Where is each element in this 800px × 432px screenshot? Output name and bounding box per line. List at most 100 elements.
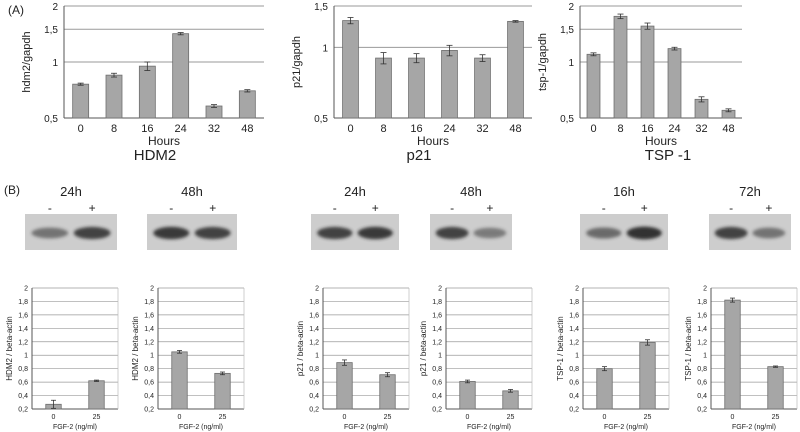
y-tick-label: 0,6 bbox=[432, 380, 442, 387]
y-tick-label: 1,4 bbox=[144, 326, 154, 333]
x-tick-label: 0 bbox=[590, 123, 596, 135]
y-tick-label: 0,5 bbox=[44, 114, 58, 125]
blot-band bbox=[194, 226, 231, 240]
y-tick-label: 0,2 bbox=[432, 407, 442, 414]
blot-time-label: 24h bbox=[344, 184, 366, 199]
x-axis-label: FGF-2 (ng/ml) bbox=[604, 424, 648, 431]
y-tick-label: 1,4 bbox=[432, 326, 442, 333]
y-tick-label: 1 bbox=[322, 43, 328, 54]
bar bbox=[640, 25, 655, 119]
y-tick-label: 1,4 bbox=[697, 326, 707, 333]
y-tick-label: 2 bbox=[52, 2, 58, 13]
y-axis-label: hdm2/gapdh bbox=[21, 31, 33, 92]
y-tick-label: 2 bbox=[150, 286, 154, 293]
y-tick-label: 0,6 bbox=[144, 380, 154, 387]
plus-label: + bbox=[765, 201, 772, 215]
x-tick-label: 25 bbox=[219, 414, 227, 421]
bar bbox=[586, 53, 601, 119]
x-tick-label: 16 bbox=[141, 123, 153, 135]
y-tick-label: 1 bbox=[568, 58, 574, 69]
y-tick-label: 2 bbox=[575, 286, 579, 293]
y-tick-label: 0,6 bbox=[697, 380, 707, 387]
y-tick-label: 1,6 bbox=[569, 312, 579, 319]
bar bbox=[667, 48, 682, 119]
y-tick-label: 1,8 bbox=[18, 299, 28, 306]
x-axis-label: Hours bbox=[148, 134, 180, 148]
y-tick-label: 1 bbox=[703, 353, 707, 360]
y-tick-label: 1,5 bbox=[44, 25, 58, 36]
x-tick-label: 0 bbox=[466, 414, 470, 421]
bar bbox=[507, 20, 524, 119]
plus-label: + bbox=[486, 201, 493, 215]
blot-band bbox=[586, 227, 622, 239]
x-tick-label: 25 bbox=[507, 414, 515, 421]
y-axis-label: p21/gapdh bbox=[291, 36, 303, 88]
y-tick-label: 0,4 bbox=[697, 393, 707, 400]
y-tick-label: 1,5 bbox=[314, 2, 328, 13]
chart-9: 0,2 0,4 0,6 0,8 1 1,2 1,4 1,6 1,8 2 0 25 FGF-2 (ng/m… bbox=[684, 286, 798, 431]
western-blot-3: 24h- + bbox=[311, 184, 399, 250]
y-tick-label: 1,6 bbox=[18, 312, 28, 319]
chart-1: 0,5 1 1,5 2 0 8 16 24 32 48 Hours hdm2/gapdh HDM2 bbox=[21, 2, 264, 164]
blot-band bbox=[435, 226, 469, 240]
x-tick-label: 0 bbox=[603, 414, 607, 421]
y-tick-label: 0,4 bbox=[309, 393, 319, 400]
bar bbox=[596, 368, 613, 410]
y-tick-label: 0,4 bbox=[144, 393, 154, 400]
bar bbox=[172, 33, 190, 119]
y-tick-label: 0,6 bbox=[309, 380, 319, 387]
y-axis-label: TSP-1 / beta-actin bbox=[684, 316, 693, 380]
blot-band bbox=[752, 227, 786, 239]
y-tick-label: 1 bbox=[150, 353, 154, 360]
bar bbox=[375, 57, 392, 119]
bar bbox=[342, 20, 359, 119]
y-tick-label: 0,5 bbox=[560, 114, 574, 125]
y-axis-label: p21 / beta-actin bbox=[296, 321, 305, 376]
x-axis-label: FGF-2 (ng/ml) bbox=[344, 424, 388, 431]
y-tick-label: 0,8 bbox=[697, 366, 707, 373]
x-tick-label: 0 bbox=[178, 414, 182, 421]
y-tick-label: 0,6 bbox=[18, 380, 28, 387]
y-tick-label: 0,8 bbox=[309, 366, 319, 373]
panel-label-b: (B) bbox=[4, 183, 20, 197]
x-tick-label: 16 bbox=[410, 123, 422, 135]
x-tick-label: 25 bbox=[384, 414, 392, 421]
plus-label: + bbox=[209, 201, 216, 215]
y-tick-label: 2 bbox=[703, 286, 707, 293]
y-tick-label: 2 bbox=[315, 286, 319, 293]
y-axis-label: HDM2 / beta-actin bbox=[131, 316, 140, 380]
chart-8: 0,2 0,4 0,6 0,8 1 1,2 1,4 1,6 1,8 2 0 25 FGF-2 (ng/m… bbox=[556, 286, 670, 431]
y-tick-label: 1,8 bbox=[432, 299, 442, 306]
y-axis-label: TSP-1 / beta-actin bbox=[556, 316, 565, 380]
panel-label-a: (A) bbox=[8, 3, 24, 17]
x-axis-label: Hours bbox=[417, 134, 449, 148]
x-tick-label: 25 bbox=[644, 414, 652, 421]
western-blots-layer: 24h- +48h- +24h- +48h- +16h- +72h- + bbox=[25, 184, 791, 250]
y-tick-label: 2 bbox=[24, 286, 28, 293]
y-tick-label: 1,2 bbox=[18, 339, 28, 346]
x-tick-label: 8 bbox=[617, 123, 623, 135]
y-tick-label: 0,2 bbox=[18, 407, 28, 414]
x-tick-label: 24 bbox=[443, 123, 455, 135]
y-tick-label: 0,2 bbox=[569, 407, 579, 414]
western-blot-4: 48h- + bbox=[430, 184, 512, 250]
y-tick-label: 0,8 bbox=[569, 366, 579, 373]
plus-label: + bbox=[641, 201, 648, 215]
bar bbox=[474, 57, 491, 119]
y-axis-label: p21 / beta-actin bbox=[419, 321, 428, 376]
y-tick-label: 1,2 bbox=[309, 339, 319, 346]
chart-title: p21 bbox=[406, 147, 431, 164]
y-tick-label: 1,6 bbox=[432, 312, 442, 319]
bar bbox=[72, 83, 90, 119]
x-tick-label: 32 bbox=[208, 123, 220, 135]
x-axis-label: Hours bbox=[645, 134, 677, 148]
bar bbox=[767, 366, 784, 410]
bar bbox=[214, 372, 231, 410]
charts-layer: 0,511,520 8 16 24 32 48Hourshdm2/gapdhHDM20,5… bbox=[5, 2, 798, 431]
y-tick-label: 1,4 bbox=[18, 326, 28, 333]
bar bbox=[171, 351, 188, 410]
y-tick-label: 0,8 bbox=[144, 366, 154, 373]
blot-time-label: 72h bbox=[739, 184, 761, 199]
y-tick-label: 0,2 bbox=[697, 407, 707, 414]
plus-label: + bbox=[372, 201, 379, 215]
